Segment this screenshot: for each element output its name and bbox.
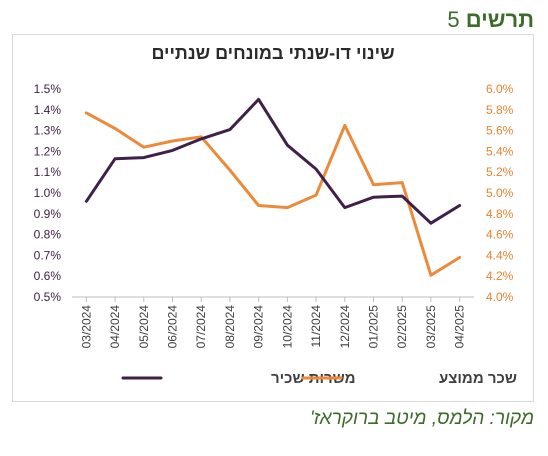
chart-frame: שינוי דו-שנתי במונחים שנתיים 0.5% 0.6% 0.7…: [12, 34, 534, 402]
y-right-tick-label: 5.6%: [486, 124, 514, 138]
x-tick-label: 06/2024: [166, 305, 180, 349]
y-left-tick-label: 1.3%: [34, 124, 62, 138]
series-line-1: [84, 111, 462, 277]
line-chart: 0.5% 0.6% 0.7% 0.8% 0.9% 1.0% 1.1% 1.2% 1.3% 1.4%…: [34, 82, 517, 387]
x-tick-label: 11/2024: [309, 305, 323, 348]
x-tick-label: 10/2024: [280, 305, 294, 349]
y-left-tick-label: 0.6%: [34, 269, 62, 283]
x-tick-label: 07/2024: [194, 305, 208, 349]
y-right-tick-label: 4.6%: [486, 228, 514, 242]
y-left-tick-label: 1.2%: [34, 144, 62, 158]
x-tick-label: 08/2024: [223, 305, 237, 349]
y-right-tick-label: 4.2%: [486, 269, 514, 283]
chart-title: שינוי דו-שנתי במונחים שנתיים: [151, 43, 395, 63]
y-right-tick-label: 5.4%: [486, 144, 514, 158]
x-tick-label: 04/2024: [108, 305, 122, 349]
y-right-tick-label: 4.4%: [486, 248, 514, 262]
x-tick-label: 01/2025: [367, 305, 381, 349]
y-left-tick-label: 1.5%: [34, 82, 62, 96]
y-right-tick-label: 4.0%: [486, 290, 514, 304]
figure-heading: תרשים 5: [447, 6, 534, 34]
y-right-tick-label: 4.8%: [486, 207, 514, 221]
x-tick-label: 04/2025: [453, 305, 467, 349]
legend-label-1: שכר ממוצע: [439, 370, 517, 387]
x-tick-label: 02/2025: [395, 305, 409, 349]
series-line-0: [84, 97, 462, 225]
x-tick-label: 09/2024: [252, 305, 266, 349]
y-left-tick-label: 0.7%: [34, 248, 62, 262]
figure-heading-word: תרשים: [465, 7, 534, 32]
y-right-tick-label: 5.0%: [486, 186, 514, 200]
y-left-tick-label: 1.4%: [34, 103, 62, 117]
x-tick-label: 03/2025: [424, 305, 438, 349]
y-left-tick-label: 1.0%: [34, 186, 62, 200]
y-left-tick-label: 0.9%: [34, 207, 62, 221]
y-right-tick-label: 5.8%: [486, 103, 514, 117]
figure-heading-number: 5: [447, 7, 460, 32]
y-left-tick-label: 0.5%: [34, 290, 62, 304]
y-right-tick-label: 6.0%: [486, 82, 514, 96]
y-left-tick-label: 0.8%: [34, 228, 62, 242]
source-note: מקור: הלמס, מיטב ברוקראז': [309, 408, 534, 429]
y-left-tick-label: 1.1%: [34, 165, 62, 179]
x-tick-label: 12/2024: [338, 305, 352, 349]
x-tick-label: 03/2024: [79, 305, 93, 349]
x-tick-label: 05/2024: [137, 305, 151, 349]
y-right-tick-label: 5.2%: [486, 165, 514, 179]
